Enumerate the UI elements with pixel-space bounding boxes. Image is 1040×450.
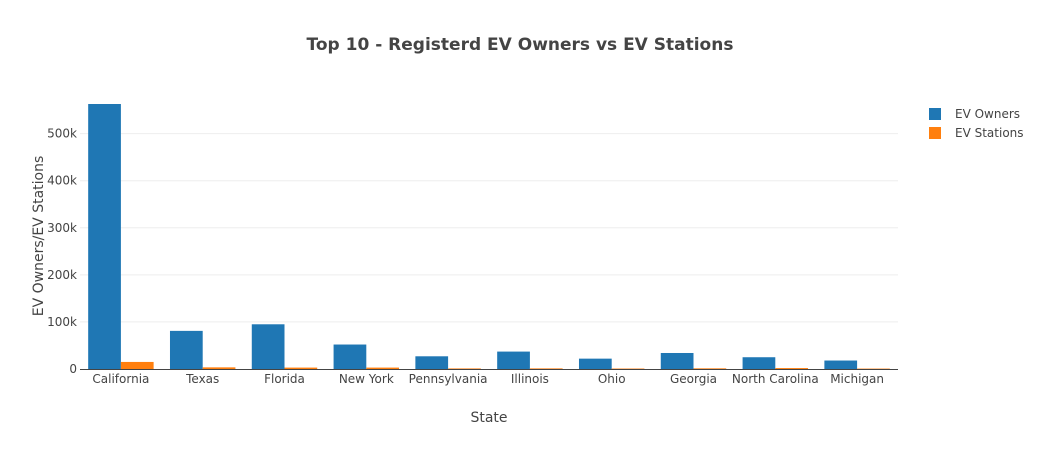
bar-ev-stations[interactable]: [775, 368, 809, 369]
legend-swatch[interactable]: [929, 127, 941, 139]
bar-ev-owners[interactable]: [333, 344, 367, 369]
bar-ev-owners[interactable]: [88, 104, 121, 370]
chart-title: Top 10 - Registerd EV Owners vs EV Stati…: [307, 35, 734, 55]
x-tick-label: Pennsylvania: [409, 372, 488, 386]
x-tick-label: New York: [339, 372, 394, 386]
x-tick-label: California: [92, 372, 149, 386]
legend: EV Owners EV Stations: [929, 107, 1024, 140]
bars: [88, 104, 890, 370]
bar-ev-owners[interactable]: [415, 356, 449, 369]
y-tick-label: 200k: [47, 268, 77, 282]
x-tick-label: Georgia: [670, 372, 717, 386]
y-tick-label: 300k: [47, 221, 77, 235]
legend-label[interactable]: EV Owners: [955, 107, 1020, 121]
bar-ev-stations[interactable]: [120, 361, 154, 369]
bar-ev-stations[interactable]: [693, 368, 727, 369]
bar-ev-stations[interactable]: [529, 368, 563, 369]
y-tick-label: 500k: [47, 127, 77, 141]
bar-ev-owners[interactable]: [497, 351, 530, 369]
bar-ev-owners[interactable]: [578, 358, 612, 369]
bar-ev-stations[interactable]: [284, 367, 318, 369]
bar-ev-owners[interactable]: [660, 352, 694, 369]
x-tick-label: Illinois: [511, 372, 549, 386]
y-tick-label: 100k: [47, 315, 77, 329]
x-tick-label: Texas: [185, 372, 219, 386]
y-tick-label: 400k: [47, 174, 77, 188]
y-axis-title: EV Owners/EV Stations: [31, 156, 47, 317]
x-tick-label: Michigan: [830, 372, 884, 386]
x-axis-title: State: [470, 410, 507, 426]
bar-ev-owners[interactable]: [824, 360, 858, 369]
legend-label[interactable]: EV Stations: [955, 126, 1024, 140]
x-tick-label: North Carolina: [732, 372, 819, 386]
y-tick-labels: 0 100k 200k 300k 400k 500k: [47, 127, 77, 376]
bar-ev-stations[interactable]: [366, 367, 400, 369]
legend-swatch[interactable]: [929, 108, 941, 120]
x-tick-labels: California Texas Florida New York Pennsylvan…: [92, 372, 884, 386]
bar-ev-owners[interactable]: [742, 357, 776, 369]
bar-ev-stations[interactable]: [202, 367, 236, 369]
y-tick-label: 0: [69, 362, 77, 376]
bar-ev-stations[interactable]: [448, 368, 481, 369]
bar-ev-owners[interactable]: [169, 330, 203, 369]
gridlines: [80, 133, 898, 323]
x-tick-label: Florida: [264, 372, 305, 386]
bar-ev-owners[interactable]: [251, 324, 285, 369]
x-tick-label: Ohio: [598, 372, 626, 386]
